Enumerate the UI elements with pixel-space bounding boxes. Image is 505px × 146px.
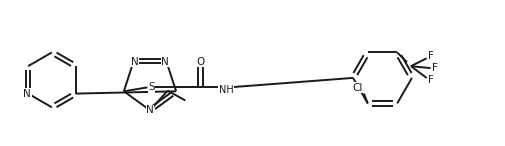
Text: F: F [431, 63, 436, 73]
Text: O: O [196, 57, 204, 67]
Text: S: S [148, 82, 155, 92]
Text: N: N [23, 89, 31, 99]
Text: NH: NH [218, 85, 233, 95]
Text: N: N [131, 57, 138, 67]
Text: N: N [161, 57, 169, 67]
Text: Cl: Cl [352, 83, 363, 93]
Text: F: F [427, 75, 433, 85]
Text: F: F [427, 51, 433, 61]
Text: N: N [146, 105, 154, 115]
